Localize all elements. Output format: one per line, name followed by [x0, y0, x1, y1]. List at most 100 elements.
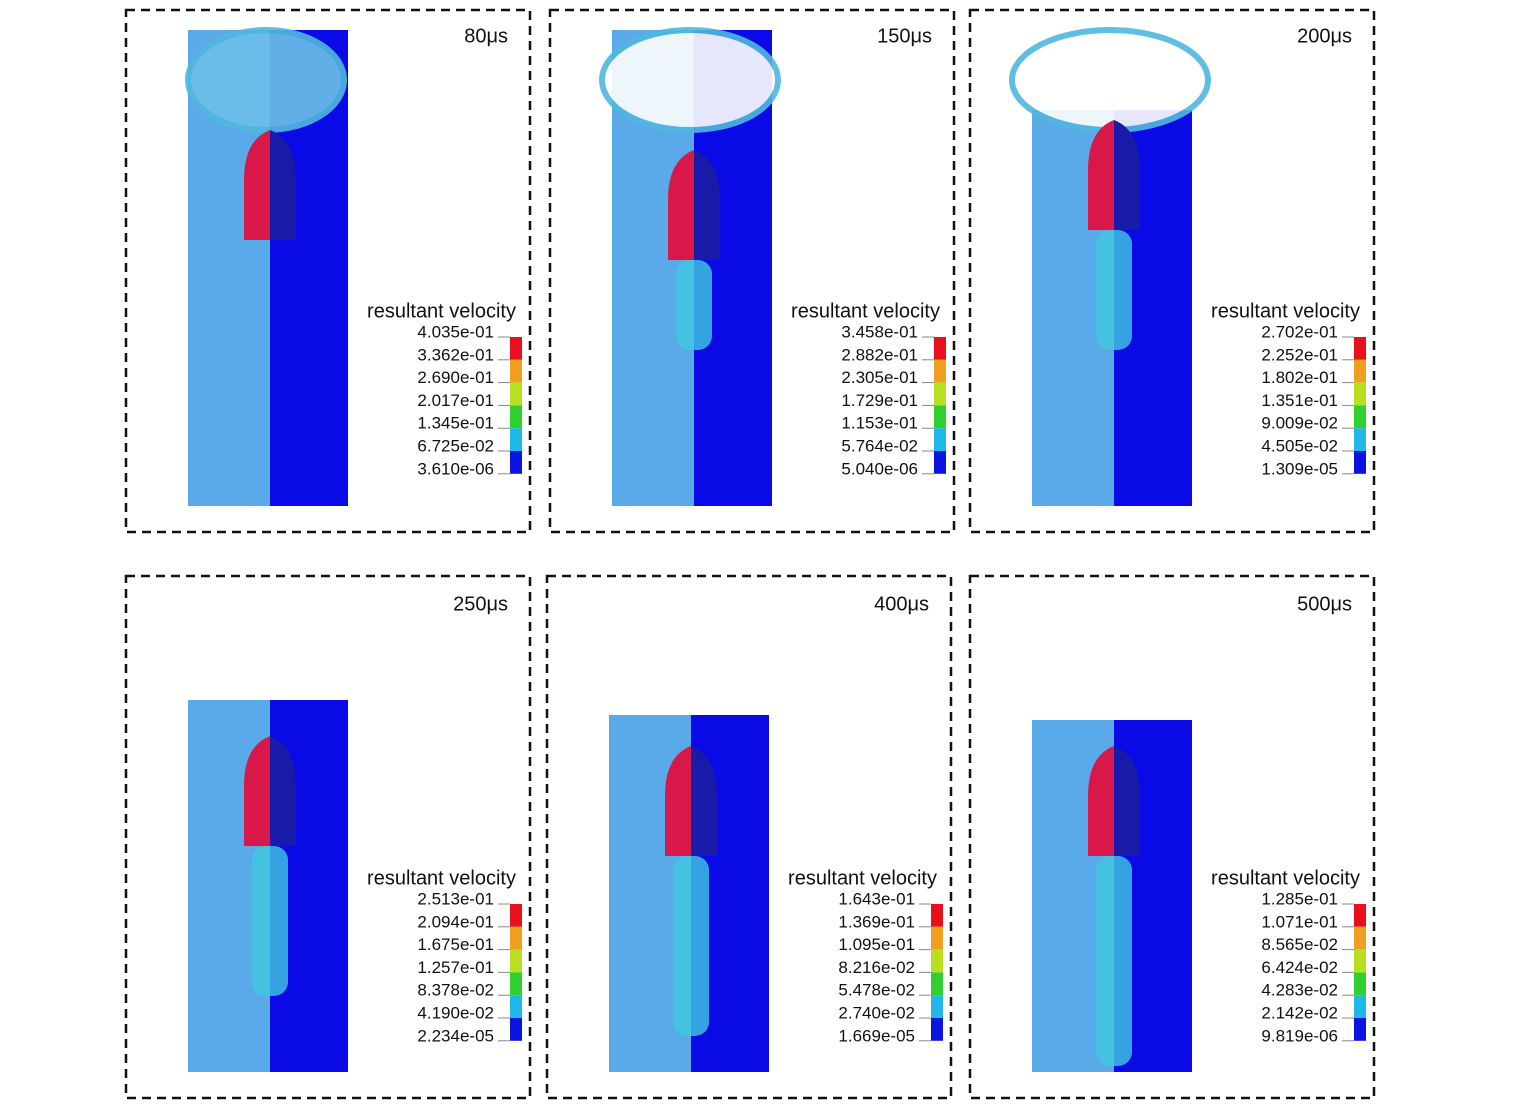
legend-level: 9.009e-02: [1261, 414, 1338, 433]
legend-level: 2.305e-01: [841, 368, 918, 387]
legend-level: 2.234e-05: [417, 1026, 494, 1045]
legend-level: 1.153e-01: [841, 414, 918, 433]
legend-title: resultant velocity: [1211, 867, 1360, 889]
legend-level: 5.040e-06: [841, 459, 918, 478]
panel-border: [548, 8, 956, 534]
penetration-channel: [1096, 856, 1132, 1066]
legend-level: 1.351e-01: [1261, 391, 1338, 410]
projectile: [668, 150, 694, 260]
legend-level: 5.764e-02: [841, 436, 918, 455]
legend-color: [934, 337, 946, 360]
legend-level: 4.190e-02: [417, 1003, 494, 1022]
legend-color: [510, 359, 522, 383]
projectile-right: [270, 130, 296, 240]
legend-color: [1354, 1018, 1366, 1041]
legend-level: 4.283e-02: [1261, 981, 1338, 1000]
legend-color: [1354, 428, 1366, 451]
legend-level: 2.513e-01: [417, 889, 494, 908]
legend-color: [931, 972, 943, 996]
projectile: [244, 130, 270, 240]
time-label: 150μs: [877, 25, 932, 47]
legend-color: [510, 428, 522, 451]
legend-level: 1.345e-01: [417, 414, 494, 433]
legend-level: 1.729e-01: [841, 391, 918, 410]
panel-border: [968, 8, 1376, 534]
legend-level: 3.362e-01: [417, 345, 494, 364]
legend-level: 3.610e-06: [417, 459, 494, 478]
legend-level: 1.802e-01: [1261, 368, 1338, 387]
panel-border: [124, 8, 532, 534]
legend-level: 1.095e-01: [838, 935, 915, 954]
legend-title: resultant velocity: [791, 300, 940, 322]
penetration-channel: [673, 856, 709, 1036]
legend-color: [931, 904, 943, 927]
legend-color: [510, 405, 522, 429]
legend-color: [510, 382, 522, 406]
legend-color: [1354, 359, 1366, 383]
legend-level: 1.675e-01: [417, 935, 494, 954]
legend-level: 1.369e-01: [838, 912, 915, 931]
legend-title: resultant velocity: [367, 867, 516, 889]
time-label: 250μs: [453, 593, 508, 615]
legend-level: 9.819e-06: [1261, 1026, 1338, 1045]
legend-color: [510, 337, 522, 360]
legend-level: 1.285e-01: [1261, 889, 1338, 908]
legend-level: 8.216e-02: [838, 958, 915, 977]
projectile: [1088, 120, 1114, 230]
legend-level: 4.505e-02: [1261, 436, 1338, 455]
penetration-channel: [252, 846, 288, 996]
legend-level: 4.035e-01: [417, 322, 494, 341]
legend-level: 8.378e-02: [417, 981, 494, 1000]
legend-level: 3.458e-01: [841, 322, 918, 341]
debris-cloud: [1009, 27, 1211, 133]
projectile: [1088, 746, 1114, 856]
legend-color: [1354, 451, 1366, 474]
legend-level: 1.071e-01: [1261, 912, 1338, 931]
projectile-right: [1114, 120, 1140, 230]
legend-color: [931, 995, 943, 1018]
legend-level: 8.565e-02: [1261, 935, 1338, 954]
debris-cloud: [599, 27, 781, 133]
legend-color: [934, 451, 946, 474]
legend-level: 2.882e-01: [841, 345, 918, 364]
panel-border: [545, 574, 953, 1100]
legend-level: 2.252e-01: [1261, 345, 1338, 364]
legend-level: 1.309e-05: [1261, 459, 1338, 478]
legend-color: [1354, 926, 1366, 950]
legend-level: 6.424e-02: [1261, 958, 1338, 977]
legend-title: resultant velocity: [367, 300, 516, 322]
legend-color: [934, 428, 946, 451]
legend-level: 1.257e-01: [417, 958, 494, 977]
legend-color: [1354, 949, 1366, 973]
penetration-channel: [1096, 230, 1132, 350]
legend-color: [934, 405, 946, 429]
legend-level: 2.740e-02: [838, 1003, 915, 1022]
legend-color: [510, 1018, 522, 1041]
projectile-right: [691, 746, 717, 856]
legend-level: 2.017e-01: [417, 391, 494, 410]
legend-color: [1354, 904, 1366, 927]
legend-color: [510, 904, 522, 927]
legend-color: [934, 382, 946, 406]
legend-color: [1354, 972, 1366, 996]
legend-color: [510, 451, 522, 474]
legend-level: 2.094e-01: [417, 912, 494, 931]
legend-color: [1354, 382, 1366, 406]
time-label: 200μs: [1297, 25, 1352, 47]
time-label: 500μs: [1297, 593, 1352, 615]
time-label: 400μs: [874, 593, 929, 615]
legend-color: [1354, 337, 1366, 360]
projectile-right: [1114, 746, 1140, 856]
legend-color: [1354, 995, 1366, 1018]
projectile-right: [270, 736, 296, 846]
legend-color: [510, 995, 522, 1018]
projectile: [665, 746, 691, 856]
